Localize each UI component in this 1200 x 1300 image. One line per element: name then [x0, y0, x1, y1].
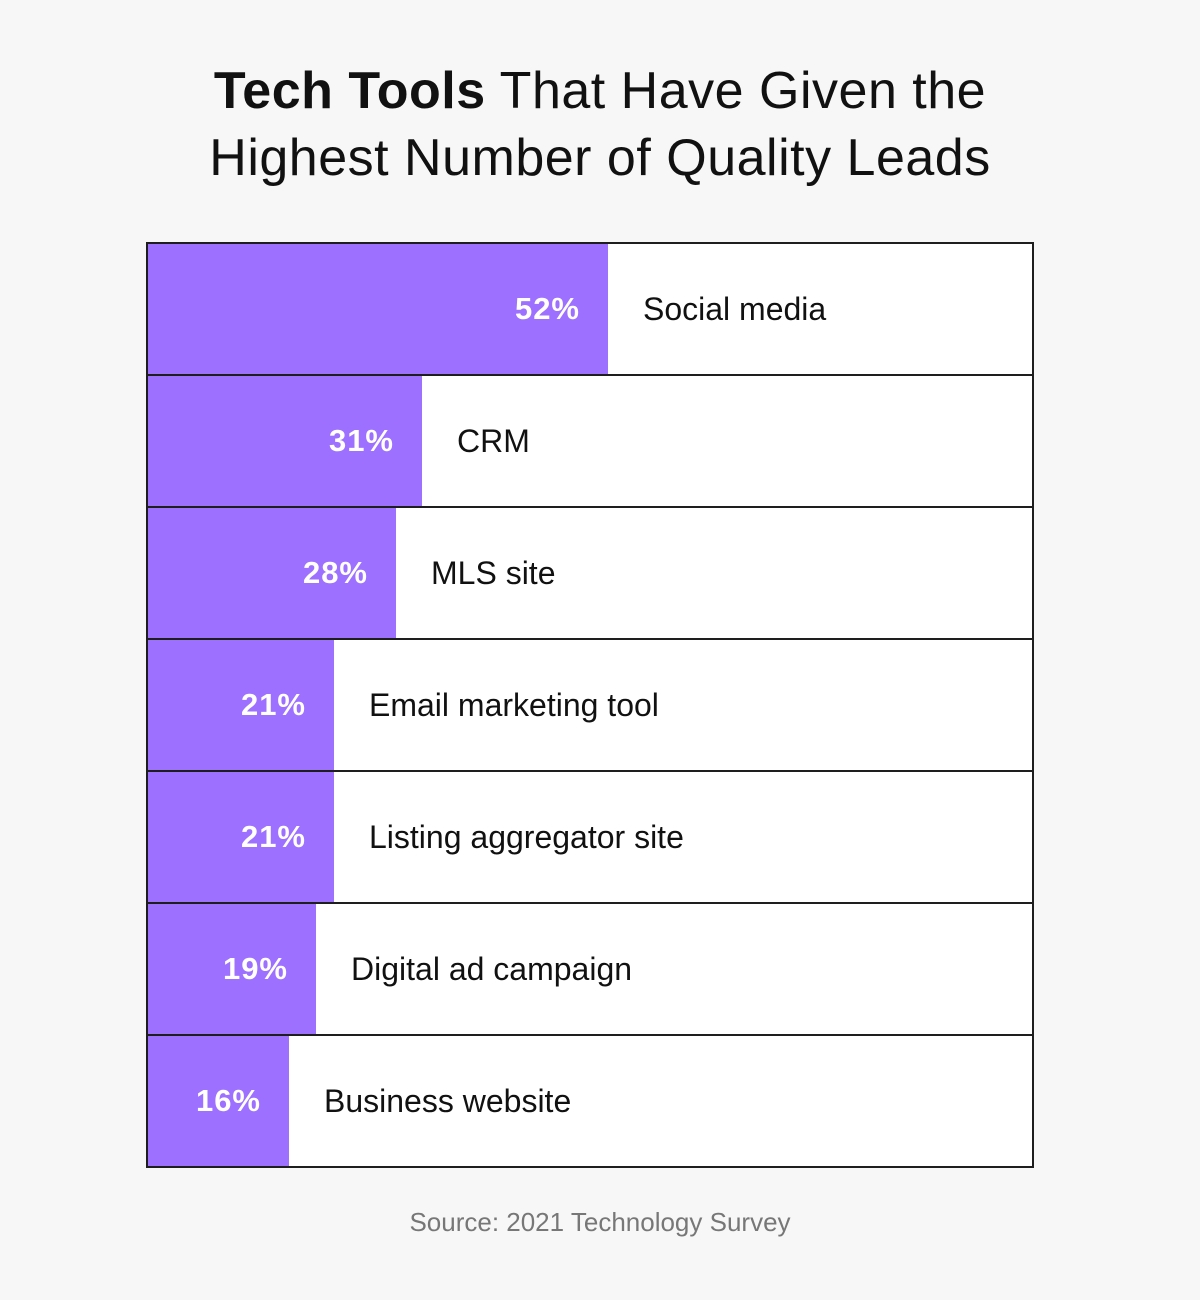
bar-value-label: 52%: [514, 291, 580, 326]
bar: [148, 244, 608, 374]
bar: [148, 772, 334, 902]
category-label: Email marketing tool: [369, 686, 659, 723]
category-label: Listing aggregator site: [369, 818, 684, 855]
chart-title-rest: That Have Given the: [485, 62, 987, 120]
category-label: Digital ad campaign: [351, 950, 633, 987]
chart-title: Tech Tools That Have Given the Highest N…: [0, 58, 1200, 192]
bar: [148, 1036, 289, 1166]
bar-row: 28% MLS site: [148, 506, 1032, 638]
source-note: Source: 2021 Technology Survey: [409, 1207, 791, 1237]
bar-row: 21% Listing aggregator site: [148, 770, 1032, 902]
bar: [148, 376, 422, 506]
chart-title-line2: Highest Number of Quality Leads: [209, 129, 991, 187]
bar-row: 52% Social media: [148, 242, 1032, 374]
chart-title-bold: Tech Tools: [213, 62, 486, 120]
bar: [148, 508, 396, 638]
bar-row: 16% Business website: [148, 1034, 1032, 1166]
bar-chart: 52% Social media 31% CRM 28% MLS site 21% Email…: [146, 242, 1034, 1168]
category-label: CRM: [457, 422, 530, 459]
bar: [148, 904, 316, 1034]
category-label: Social media: [643, 290, 827, 327]
bar-value-label: 21%: [240, 819, 306, 854]
bar-value-label: 16%: [195, 1083, 261, 1118]
bar-value-label: 28%: [302, 555, 368, 590]
bar-value-label: 31%: [328, 423, 394, 458]
bar-row: 31% CRM: [148, 374, 1032, 506]
bar-value-label: 21%: [240, 687, 306, 722]
bar-row: 21% Email marketing tool: [148, 638, 1032, 770]
bar: [148, 640, 334, 770]
category-label: MLS site: [431, 554, 556, 591]
category-label: Business website: [324, 1082, 572, 1119]
bar-value-label: 19%: [222, 951, 288, 986]
bar-row: 19% Digital ad campaign: [148, 902, 1032, 1034]
